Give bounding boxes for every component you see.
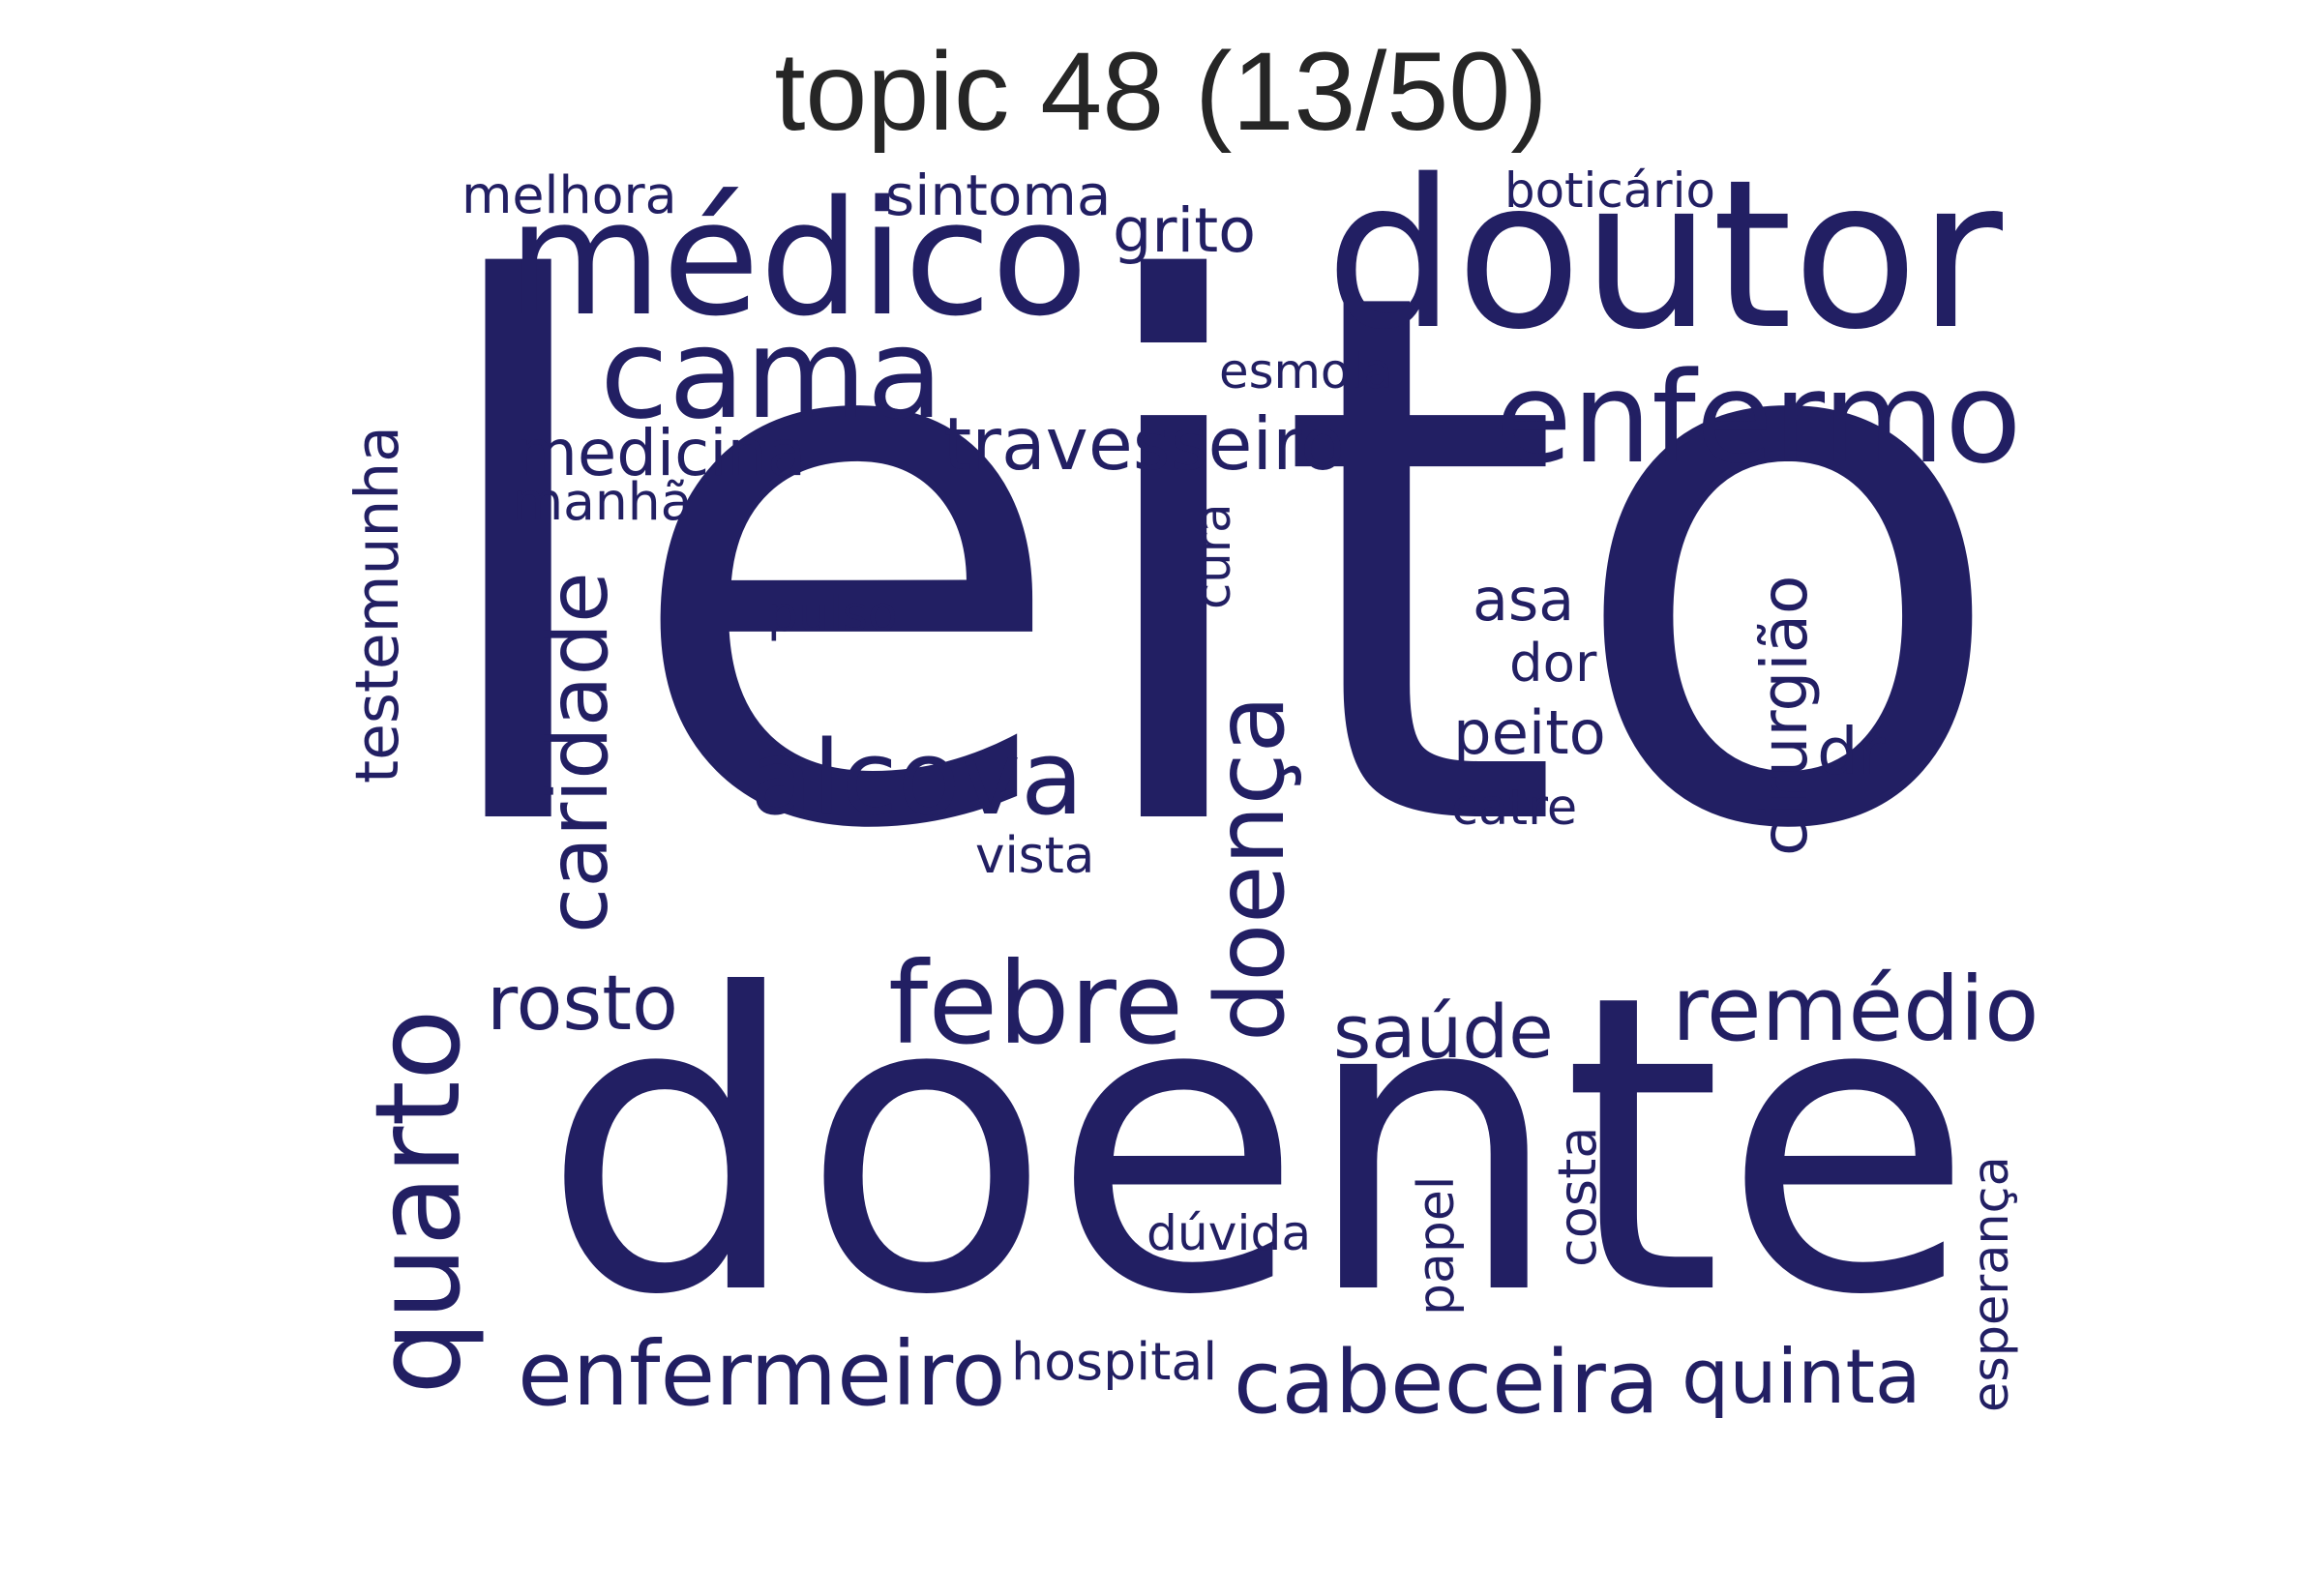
word-travesseiro: travesseiro	[943, 401, 1345, 487]
word-doente: doente	[542, 907, 1975, 1384]
word-caridade: caridade	[529, 571, 627, 933]
word-enfermo: enfermo	[1495, 344, 2022, 491]
word-cirurgiao: cirurgião	[1747, 575, 1822, 856]
word-hospital: hospital	[1011, 1330, 1218, 1392]
word-esmola: esmola	[1219, 342, 1393, 399]
word-febre: febre	[888, 937, 1184, 1070]
word-cura: cura	[1184, 503, 1241, 609]
word-saude: saúde	[1333, 990, 1554, 1075]
word-boticario: boticário	[1504, 163, 1715, 219]
word-pulso: pulso	[767, 585, 898, 642]
word-cama: cama	[600, 302, 943, 447]
word-rosto: rosto	[487, 959, 678, 1048]
word-leito: leito	[416, 135, 2012, 990]
word-esperanca: esperança	[1962, 1156, 2019, 1412]
word-peito: peito	[1453, 696, 1606, 768]
figure-title: topic 48 (13/50)	[774, 30, 1548, 154]
word-quinta: quinta	[1682, 1334, 1921, 1421]
word-remedio: remédio	[1672, 956, 2039, 1061]
word-asa: asa	[1473, 566, 1575, 635]
word-testemunha: testemunha	[343, 426, 412, 783]
word-vista: vista	[975, 827, 1095, 885]
word-dr: dr	[1817, 714, 1886, 789]
word-enfermeiro: enfermeiro	[518, 1321, 1006, 1426]
word-duvida: dúvida	[1146, 1204, 1312, 1261]
word-alcova: alcova	[750, 719, 1084, 838]
word-cabeceira: cabeceira	[1234, 1332, 1660, 1433]
word-manha: manhã	[513, 470, 693, 532]
word-quarto: quarto	[350, 1009, 487, 1395]
word-doutor: doutor	[1325, 136, 2003, 375]
word-grito: grito	[1113, 195, 1257, 267]
word-costa: costa	[1547, 1126, 1608, 1267]
word-medico: médico	[508, 165, 1088, 351]
word-melhora: melhora	[461, 164, 677, 225]
word-dor: dor	[1509, 631, 1597, 694]
word-papel: papel	[1407, 1175, 1466, 1315]
word-medicina: medicina	[516, 417, 807, 490]
word-doenca: doença	[1195, 695, 1306, 1042]
word-catre: catre	[1451, 778, 1578, 836]
word-sintoma: sintoma	[885, 163, 1112, 228]
